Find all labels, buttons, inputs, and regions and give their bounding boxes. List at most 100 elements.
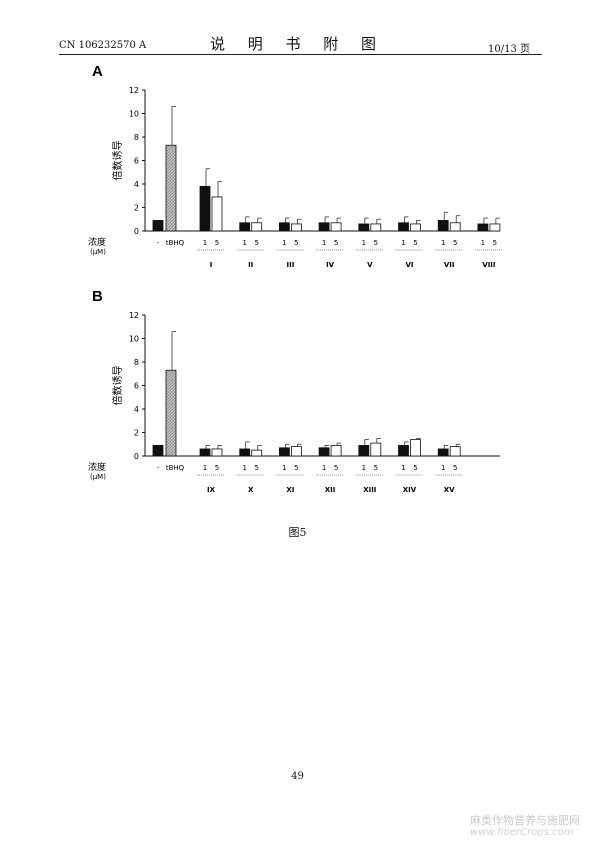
bar-dose-1 (477, 223, 489, 232)
y-tick-label: 2 (134, 204, 139, 213)
y-tick-label: 8 (134, 358, 139, 367)
bar-dose-1 (318, 447, 330, 457)
bar-dose-5 (370, 223, 382, 232)
bar-dose-1 (437, 448, 449, 457)
page-counter: 10/13 页 (488, 44, 530, 55)
bar-dose-5 (330, 222, 342, 232)
dose-label: 5 (215, 239, 219, 247)
bar-control (152, 445, 164, 457)
header-rule (59, 54, 542, 55)
bar-dose-5 (410, 439, 421, 457)
group-label: IX (207, 486, 216, 494)
bar-dose-1 (358, 445, 370, 457)
dose-label: 5 (493, 239, 497, 247)
bar-dose-5 (370, 442, 382, 457)
bar-dose-5 (410, 223, 421, 232)
dose-label: 5 (413, 239, 417, 247)
y-tick-label: 4 (134, 180, 139, 189)
tbhq-label: tBHQ (166, 464, 185, 472)
dose-label: 5 (453, 239, 457, 247)
y-tick-label: 0 (134, 452, 139, 461)
group-label: II (248, 261, 253, 269)
bar-tbhq (165, 369, 177, 457)
y-tick-label: 0 (134, 227, 139, 236)
y-tick-label: 10 (129, 335, 139, 344)
bar-dose-1 (437, 220, 449, 232)
group-label: XI (286, 486, 294, 494)
group-label: XV (444, 486, 455, 494)
dose-label: 1 (203, 464, 207, 472)
dose-label: 5 (294, 239, 298, 247)
bar-tbhq (165, 144, 177, 232)
control-label: - (157, 239, 160, 247)
dose-label: 1 (322, 464, 326, 472)
group-label: XIII (363, 486, 376, 494)
group-label: VIII (482, 261, 495, 269)
bar-control (152, 220, 164, 232)
y-tick-label: 2 (134, 429, 139, 438)
panel-label: A (92, 63, 103, 80)
group-label: I (210, 261, 213, 269)
bar-dose-5 (251, 449, 263, 457)
y-tick-label: 8 (134, 133, 139, 142)
bar-dose-1 (318, 222, 330, 232)
y-tick-label: 12 (129, 311, 139, 320)
panel-label: B (92, 288, 103, 305)
y-tick-label: 12 (129, 86, 139, 95)
bar-dose-5 (449, 222, 461, 232)
dose-label: 1 (441, 239, 445, 247)
group-label: V (367, 261, 373, 269)
bar-dose-5 (211, 196, 223, 232)
dose-label: 1 (441, 464, 445, 472)
bar-dose-1 (398, 445, 409, 457)
dose-label: 5 (294, 464, 298, 472)
dose-label: 5 (215, 464, 219, 472)
dose-label: 1 (242, 464, 246, 472)
y-tick-label: 6 (134, 382, 139, 391)
y-axis-title: 倍数诱导 (111, 366, 124, 406)
group-label: IV (326, 261, 335, 269)
watermark-text: 麻类作物营养与施肥网 (470, 814, 580, 827)
dose-label: 5 (254, 464, 258, 472)
patent-number: CN 106232570 A (59, 40, 147, 51)
tbhq-label: tBHQ (166, 239, 185, 247)
y-tick-label: 10 (129, 110, 139, 119)
dose-label: 5 (413, 464, 417, 472)
dose-label: 1 (322, 239, 326, 247)
dose-label: 5 (374, 239, 378, 247)
dose-label: 1 (481, 239, 485, 247)
dose-label: 1 (362, 239, 366, 247)
dose-label: 1 (401, 464, 405, 472)
x-axis-title: 浓度 (88, 461, 106, 473)
bar-dose-1 (358, 223, 370, 232)
bar-dose-1 (239, 222, 251, 232)
dose-label: 1 (282, 464, 286, 472)
x-axis-title: 浓度 (88, 236, 106, 248)
group-label: VII (444, 261, 455, 269)
bar-dose-5 (449, 446, 461, 457)
group-label: XII (325, 486, 336, 494)
bar-dose-1 (278, 222, 290, 232)
figure-caption: 图5 (288, 526, 307, 539)
x-axis-unit: (μM) (90, 473, 106, 481)
watermark-url: www.fiberCrops.com (470, 827, 574, 838)
bar-dose-5 (489, 223, 501, 232)
bar-dose-5 (330, 445, 342, 457)
dose-label: 1 (401, 239, 405, 247)
bar-dose-5 (290, 446, 302, 457)
bar-dose-1 (239, 448, 251, 457)
group-label: VI (405, 261, 413, 269)
bar-dose-5 (251, 222, 263, 232)
bar-dose-5 (290, 223, 302, 232)
bar-dose-1 (398, 222, 409, 232)
x-axis-unit: (μM) (90, 248, 106, 256)
group-label: XIV (403, 486, 417, 494)
bar-dose-1 (278, 447, 290, 457)
control-label: - (157, 464, 160, 472)
dose-label: 5 (334, 239, 338, 247)
bar-dose-1 (199, 448, 211, 457)
dose-label: 1 (282, 239, 286, 247)
bar-dose-5 (211, 448, 223, 457)
